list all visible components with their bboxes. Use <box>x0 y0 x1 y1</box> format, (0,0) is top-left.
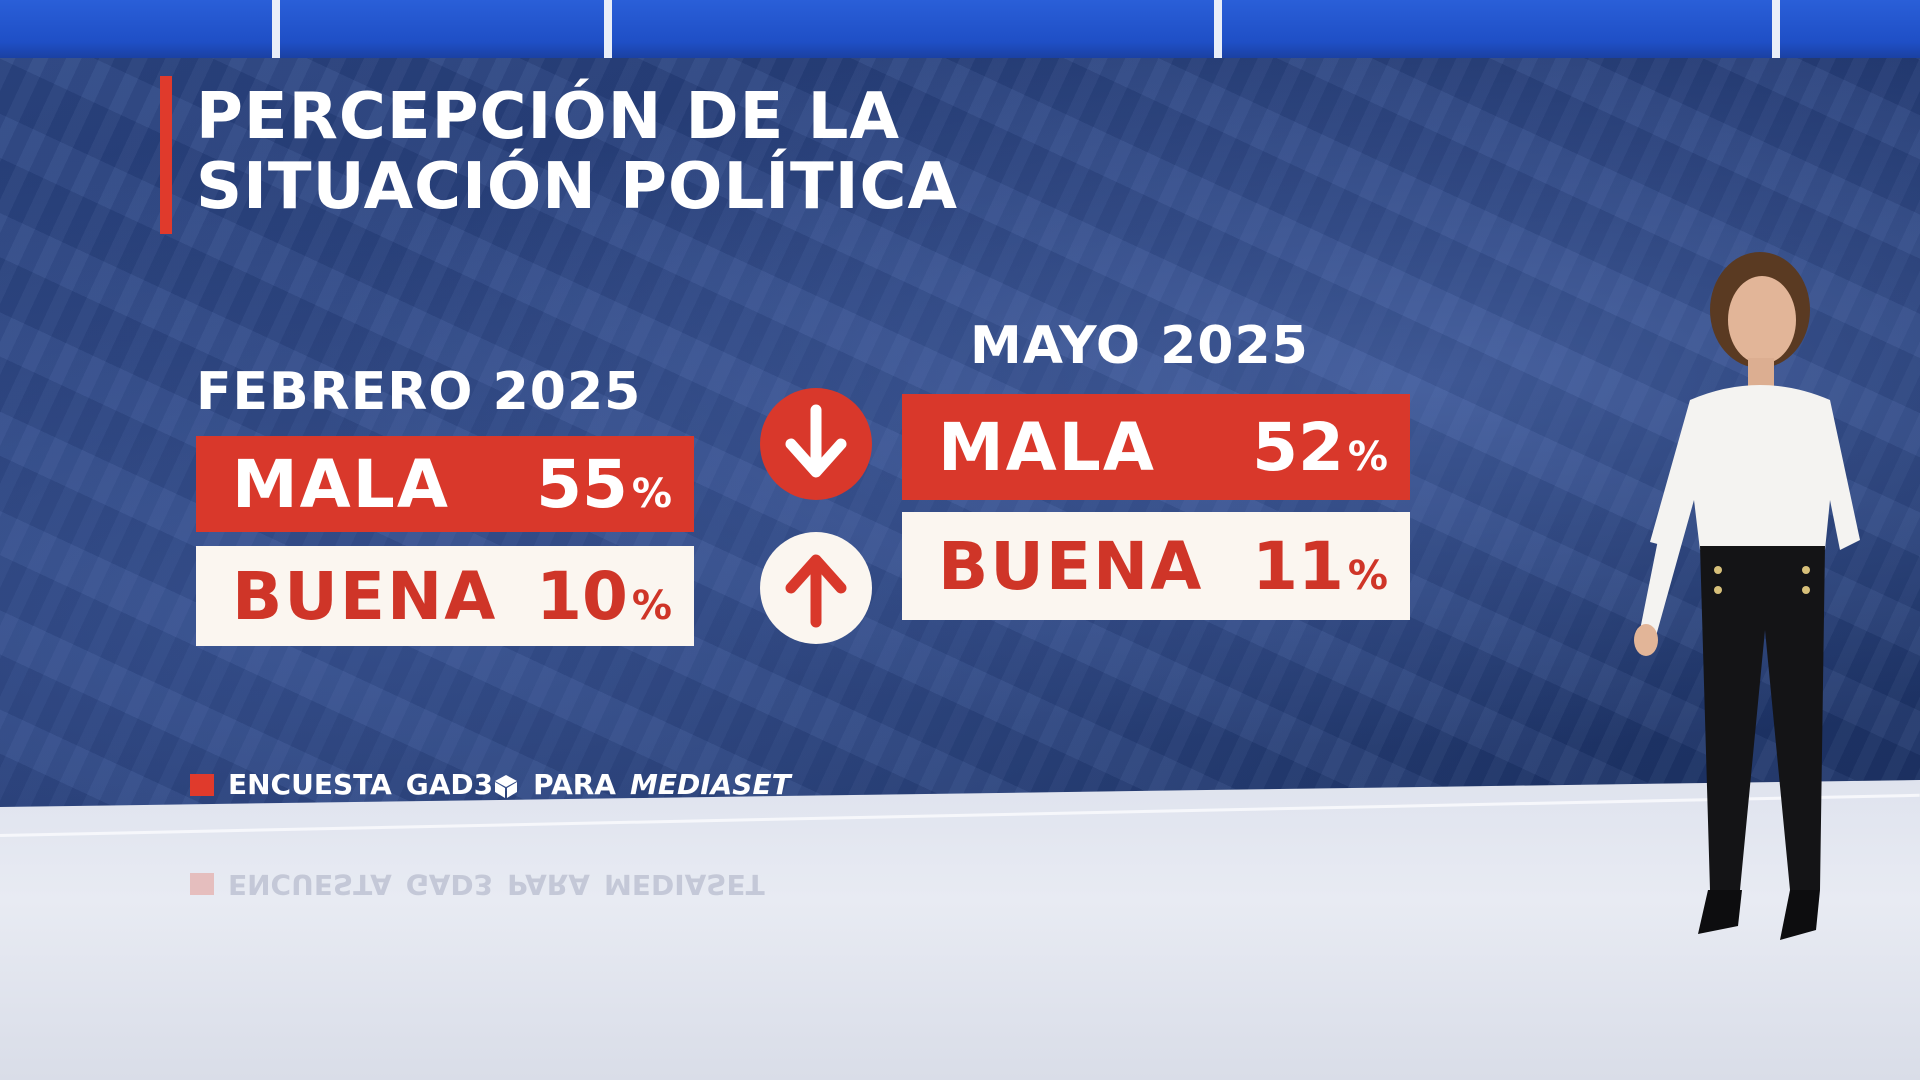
result-label: MALA <box>938 408 1156 486</box>
survey-source: ENCUESTA GAD3 PARA MEDIASET <box>190 768 791 801</box>
result-value: 10 <box>536 557 628 635</box>
reflection-outlet: MEDIASET <box>603 868 765 901</box>
page-title: PERCEPCIÓN DE LA SITUACIÓN POLÍTICA <box>196 82 958 222</box>
period-label-febrero: FEBRERO 2025 <box>196 362 642 422</box>
percent-sign: % <box>631 470 672 517</box>
ceiling-seam <box>1214 0 1222 60</box>
result-value: 55 <box>536 445 628 523</box>
trend-circle-buena <box>760 532 872 644</box>
arrow-up-icon <box>785 554 847 628</box>
result-value-wrap: 52% <box>1252 409 1388 486</box>
title-line-1: PERCEPCIÓN DE LA <box>196 80 900 154</box>
period-label-mayo: MAYO 2025 <box>970 316 1309 376</box>
trend-circle-mala <box>760 388 872 500</box>
percent-sign: % <box>1347 552 1388 599</box>
result-value-wrap: 55% <box>536 446 672 523</box>
result-box-mayo-mala: MALA 52% <box>902 394 1410 500</box>
source-outlet: MEDIASET <box>629 768 791 801</box>
cube-logo-icon <box>495 775 518 798</box>
result-value: 52 <box>1252 408 1344 486</box>
result-value: 11 <box>1252 527 1344 605</box>
title-line-2: SITUACIÓN POLÍTICA <box>196 150 958 224</box>
percent-sign: % <box>1347 433 1388 480</box>
result-value-wrap: 10% <box>536 558 672 635</box>
source-brand-wrap: GAD3 <box>406 768 519 801</box>
studio-ceiling-strip <box>0 0 1920 60</box>
arrow-down-icon <box>785 404 847 478</box>
reflection-connector: PARA <box>507 868 590 901</box>
percent-sign: % <box>631 582 672 629</box>
source-bullet <box>190 773 214 796</box>
result-label: MALA <box>232 445 450 523</box>
ceiling-seam <box>272 0 280 60</box>
ceiling-seam <box>1772 0 1780 60</box>
reflection-brand: GAD3 <box>405 868 494 901</box>
result-value-wrap: 11% <box>1252 528 1388 605</box>
reflection-prefix: ENCUESTA <box>228 868 392 901</box>
ceiling-seam <box>604 0 612 60</box>
result-label: BUENA <box>938 527 1204 605</box>
source-brand: GAD3 <box>405 768 494 801</box>
reflection-bullet <box>190 873 214 896</box>
result-box-febrero-buena: BUENA 10% <box>196 546 694 646</box>
title-accent-bar <box>160 76 172 234</box>
result-label: BUENA <box>232 557 498 635</box>
result-box-febrero-mala: MALA 55% <box>196 436 694 532</box>
source-prefix: ENCUESTA <box>228 768 392 801</box>
result-box-mayo-buena: BUENA 11% <box>902 512 1410 620</box>
presenter-figure <box>1634 252 1860 940</box>
source-connector: PARA <box>533 768 616 801</box>
floor-reflection: ENCUESTA GAD3 PARA MEDIASET <box>190 868 765 901</box>
